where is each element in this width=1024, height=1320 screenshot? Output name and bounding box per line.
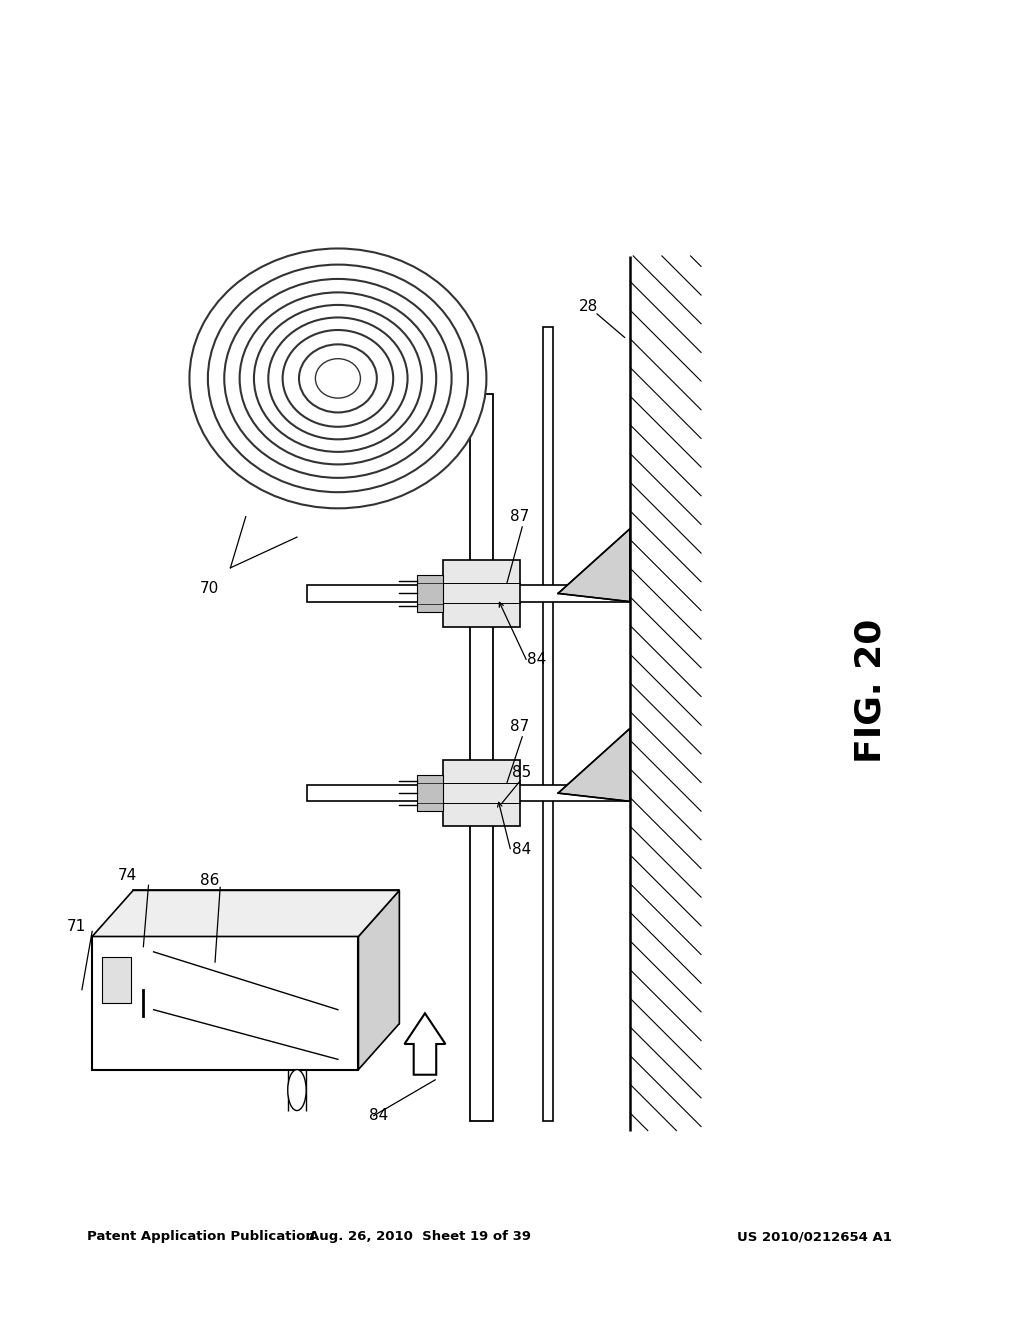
Bar bbox=[307, 785, 630, 801]
Bar bbox=[102, 957, 131, 1003]
Text: 86: 86 bbox=[200, 873, 219, 887]
Text: 85: 85 bbox=[512, 766, 531, 780]
Ellipse shape bbox=[283, 330, 393, 426]
Text: US 2010/0212654 A1: US 2010/0212654 A1 bbox=[737, 1230, 892, 1243]
Bar bbox=[630, 256, 701, 1131]
Text: 87: 87 bbox=[510, 510, 529, 524]
Bar bbox=[442, 560, 519, 627]
Text: 74: 74 bbox=[118, 867, 137, 883]
Text: Patent Application Publication: Patent Application Publication bbox=[87, 1230, 314, 1243]
Polygon shape bbox=[133, 891, 399, 1023]
Bar bbox=[92, 936, 358, 1069]
Bar bbox=[543, 327, 553, 1121]
Text: 84: 84 bbox=[512, 842, 531, 857]
Text: 71: 71 bbox=[67, 919, 86, 933]
Text: FIG. 20: FIG. 20 bbox=[853, 619, 888, 763]
Text: Aug. 26, 2010  Sheet 19 of 39: Aug. 26, 2010 Sheet 19 of 39 bbox=[309, 1230, 530, 1243]
Ellipse shape bbox=[288, 1069, 306, 1110]
Bar bbox=[442, 760, 519, 826]
Bar bbox=[418, 775, 442, 812]
Polygon shape bbox=[558, 729, 630, 801]
Ellipse shape bbox=[268, 318, 408, 440]
Polygon shape bbox=[404, 1014, 445, 1074]
Text: 28: 28 bbox=[579, 300, 598, 314]
Text: 84: 84 bbox=[369, 1109, 388, 1123]
Ellipse shape bbox=[240, 293, 436, 465]
Text: 87: 87 bbox=[510, 719, 529, 734]
Ellipse shape bbox=[254, 305, 422, 451]
Polygon shape bbox=[358, 891, 399, 1069]
Polygon shape bbox=[92, 891, 399, 936]
Ellipse shape bbox=[299, 345, 377, 412]
Ellipse shape bbox=[224, 279, 452, 478]
Bar bbox=[418, 576, 442, 611]
Ellipse shape bbox=[315, 359, 360, 399]
Text: 70: 70 bbox=[200, 581, 219, 595]
Bar bbox=[307, 585, 630, 602]
Ellipse shape bbox=[208, 264, 468, 492]
Ellipse shape bbox=[189, 248, 486, 508]
Text: 84: 84 bbox=[527, 652, 547, 668]
Polygon shape bbox=[558, 529, 630, 602]
Bar bbox=[470, 393, 493, 1121]
